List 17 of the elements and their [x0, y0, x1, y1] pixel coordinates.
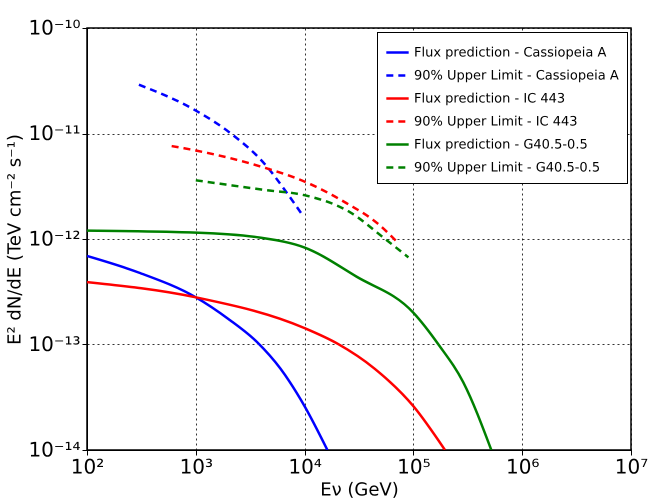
x-axis-title: Eν (GeV): [320, 480, 399, 500]
x-tick-label: 10⁴: [288, 454, 322, 478]
legend-label: 90% Upper Limit - G40.5-0.5: [414, 160, 600, 176]
legend-label: Flux prediction - IC 443: [414, 92, 566, 106]
legend-label: Flux prediction - Cassiopeia A: [414, 46, 606, 60]
y-tick-label: 10⁻¹¹: [28, 121, 80, 145]
y-axis-title: E² dN/dE (TeV cm⁻² s⁻¹): [4, 134, 26, 345]
y-tick-label: 10⁻¹²: [28, 226, 80, 250]
x-tick-label: 10⁷: [614, 454, 648, 478]
y-tick-label: 10⁻¹³: [28, 332, 80, 356]
legend-label: 90% Upper Limit - Cassiopeia A: [414, 68, 619, 84]
x-tick-label: 10⁶: [506, 454, 540, 478]
x-tick-label: 10³: [180, 454, 214, 478]
legend-label: Flux prediction - G40.5-0.5: [414, 138, 588, 152]
legend-label: 90% Upper Limit - IC 443: [414, 114, 578, 130]
y-tick-label: 10⁻¹⁰: [28, 16, 80, 40]
x-tick-label: 10⁵: [397, 454, 431, 478]
